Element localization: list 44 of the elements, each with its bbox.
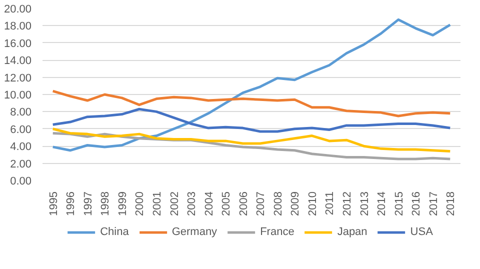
line-series	[52, 128, 452, 153]
x-tick-label: 2014	[376, 191, 388, 216]
x-tick-label: 1996	[65, 191, 78, 216]
x-tick-label: 2015	[393, 191, 406, 216]
y-tick-label: 8.00	[10, 106, 32, 119]
y-tick-label: 14.00	[4, 55, 32, 68]
y-tick-label: 18.00	[4, 20, 32, 33]
legend-label: Japan	[337, 226, 368, 238]
x-tick-label: 2005	[220, 191, 233, 216]
x-tick-label: 2017	[428, 191, 440, 216]
x-tick-label: 2010	[306, 191, 319, 216]
y-tick-label: 4.00	[10, 141, 32, 154]
x-tick-label: 2007	[255, 191, 268, 216]
x-tick-label: 1998	[100, 191, 112, 216]
x-tick-label: 1999	[116, 191, 129, 216]
line-series	[52, 90, 452, 118]
legend-label: China	[100, 226, 129, 238]
line-series	[52, 108, 452, 133]
x-tick-label: 1995	[48, 191, 60, 216]
y-tick-label: 0.00	[10, 176, 32, 188]
legend-label: Germany	[172, 226, 218, 238]
line-series	[52, 18, 452, 152]
x-tick-label: 2008	[272, 191, 284, 216]
y-tick-label: 10.00	[4, 90, 32, 102]
y-tick-label: 6.00	[10, 124, 32, 136]
x-tick-label: 2012	[342, 191, 354, 216]
x-tick-label: 2004	[203, 191, 216, 216]
x-tick-label: 2016	[410, 191, 423, 216]
y-tick-label: 16.00	[4, 38, 32, 50]
x-tick-label: 2011	[324, 192, 336, 216]
y-tick-label: 12.00	[4, 72, 32, 84]
x-tick-label: 2009	[290, 191, 302, 216]
legend-label: USA	[410, 226, 433, 238]
x-tick-label: 2002	[168, 191, 181, 216]
y-tick-label: 20.00	[4, 4, 32, 16]
x-tick-label: 2001	[152, 191, 164, 216]
x-tick-label: 2013	[358, 191, 371, 216]
x-tick-label: 1997	[82, 191, 94, 216]
legend-label: France	[260, 226, 294, 238]
x-tick-label: 2006	[238, 191, 250, 216]
x-tick-label: 2018	[445, 191, 458, 216]
x-tick-label: 2000	[134, 191, 146, 216]
x-tick-label: 2003	[186, 191, 198, 216]
y-tick-label: 2.00	[10, 158, 32, 170]
